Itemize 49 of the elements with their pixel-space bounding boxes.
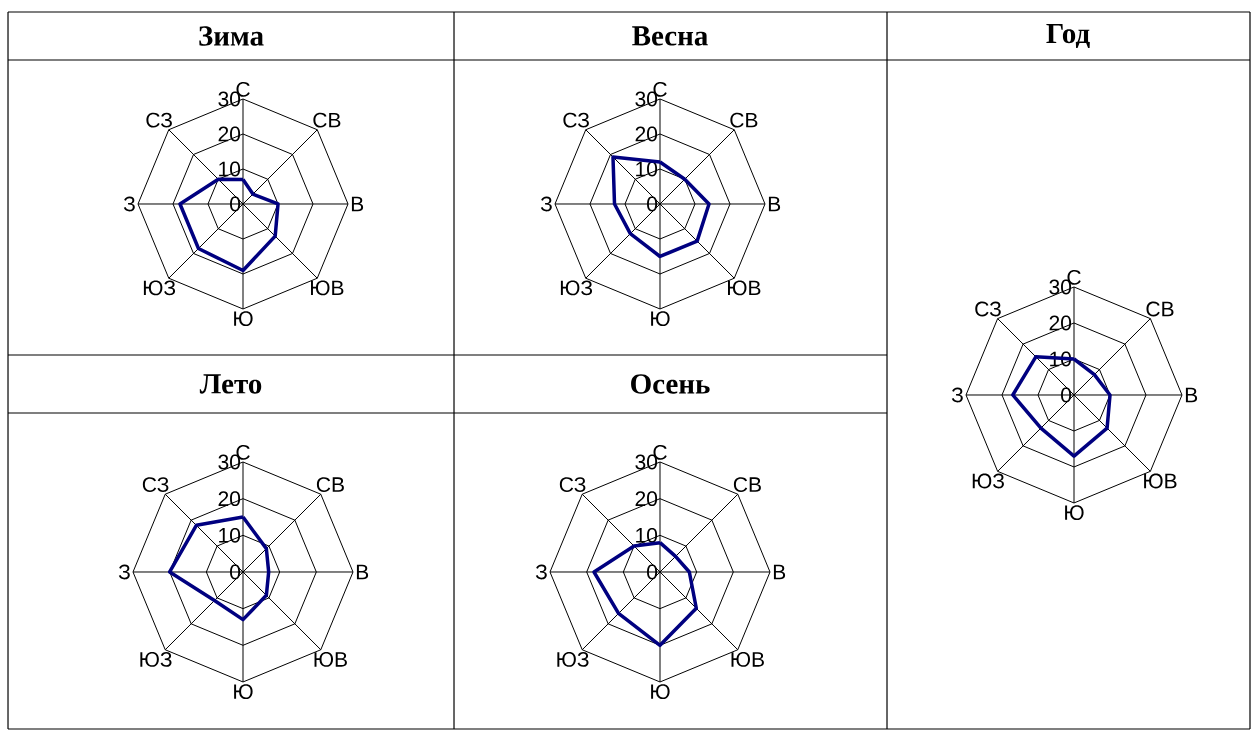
spoke-label: СВ [313,112,341,128]
chart-title: Лето [199,374,262,394]
spoke-label: З [535,564,547,580]
y-tick-label: 10 [219,527,241,543]
spoke-label: Ю [234,684,253,700]
spoke-label: ЮЗ [560,280,593,296]
spoke-label: СЗ [142,477,169,493]
y-tick-label: 10 [636,161,658,177]
spoke-label: ЮЗ [143,280,176,296]
spoke-label: В [773,564,786,580]
y-tick-label: 20 [635,491,658,507]
spoke-label: З [118,564,130,580]
spoke-label: З [540,196,552,212]
spoke-label: В [768,196,781,212]
spoke-label: ЮВ [314,651,347,667]
spoke-label: З [123,196,135,212]
spoke-label: Ю [651,311,670,327]
y-tick-label: 20 [218,491,241,507]
spoke-label: СВ [1146,301,1174,317]
spoke-label: З [951,387,963,403]
spoke-label: СВ [316,477,344,493]
spoke-label: В [1185,387,1198,403]
spoke-label: Ю [234,311,253,327]
spoke-label: СЗ [563,112,589,128]
spoke-label: ЮВ [1144,473,1177,489]
spoke-label: Ю [1065,505,1084,521]
y-tick-label: 10 [636,527,658,543]
spoke-label: ЮВ [728,280,761,296]
spoke-label: ЮВ [731,651,764,667]
spoke-label: ЮВ [311,280,344,296]
spoke-label: СЗ [559,477,586,493]
y-tick-label: 10 [219,161,241,177]
y-tick-label: 20 [635,126,658,142]
chart-title: Осень [631,374,710,394]
spoke-label: ЮЗ [972,473,1004,489]
spoke-label: В [356,564,369,580]
y-tick-label: 20 [1049,315,1072,331]
spoke-label: СВ [730,112,758,128]
spoke-label: В [351,196,364,212]
spoke-label: СЗ [146,112,172,128]
spoke-label: Ю [651,684,670,700]
spoke-label: ЮЗ [140,651,172,667]
spoke-label: СВ [733,477,761,493]
chart-title: Год [1046,23,1090,49]
chart-title: Весна [632,26,708,46]
y-tick-label: 20 [218,126,241,142]
spoke-label: СЗ [975,301,1001,317]
spoke-label: ЮЗ [557,651,589,667]
chart-title: Зима [199,26,264,46]
